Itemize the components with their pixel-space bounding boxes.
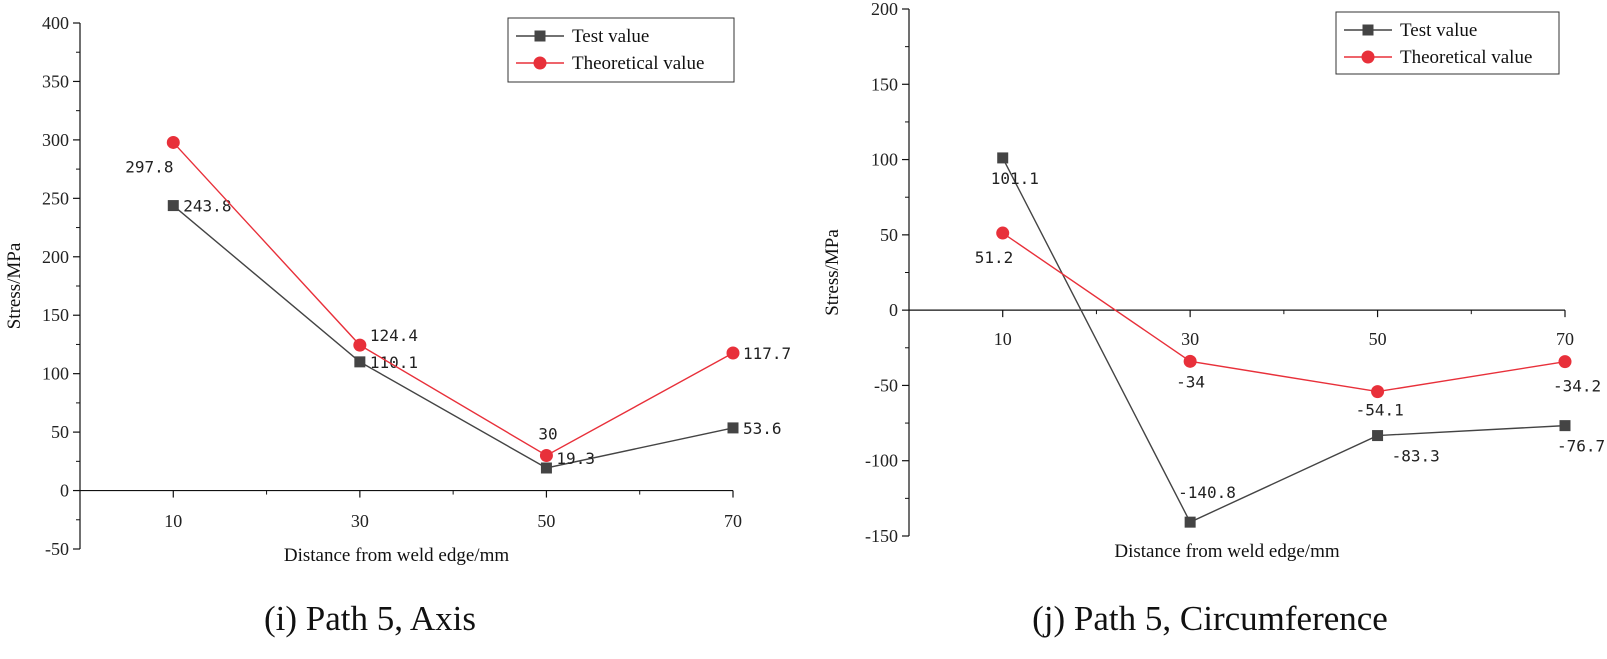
data-label: 53.6 [743, 419, 782, 438]
data-label: -54.1 [1356, 401, 1404, 420]
legend-entry: Theoretical value [1400, 47, 1532, 68]
y-tick-label: 150 [42, 305, 69, 325]
y-tick-label: 200 [871, 0, 898, 19]
data-point-circle [166, 135, 180, 149]
y-tick-label: -100 [865, 451, 898, 471]
data-label: 124.4 [370, 326, 418, 345]
y-tick-label: 0 [60, 481, 69, 501]
legend-entry: Theoretical value [572, 53, 704, 74]
data-label: 51.2 [975, 248, 1014, 267]
data-label: 101.1 [991, 169, 1039, 188]
series-theoretical-value: 297.8 124.4 30 117.7 [125, 135, 791, 462]
y-tick-label: 200 [42, 247, 69, 267]
series-line [1002, 157, 1566, 524]
y-tick-label: 150 [871, 74, 898, 94]
data-point-square [727, 422, 739, 434]
data-point-square [1184, 516, 1196, 528]
x-axis-title: Distance from weld edge/mm [284, 545, 510, 566]
series-line [172, 141, 734, 457]
x-tick-label: 10 [164, 511, 182, 531]
legend-box [1335, 11, 1560, 75]
x-tick-label: 30 [1181, 329, 1199, 349]
series-line [1002, 232, 1566, 393]
y-tick-label: -50 [45, 539, 69, 559]
panel-caption: (i) Path 5, Axis [264, 599, 476, 638]
legend: Test value Theoretical value [1335, 11, 1560, 75]
legend-box [507, 17, 735, 83]
data-label: -140.8 [1178, 483, 1236, 502]
legend-entry: Test value [1400, 20, 1477, 41]
legend-marker-circle [533, 56, 547, 70]
data-label: -34.2 [1553, 377, 1601, 396]
series-line [172, 205, 734, 469]
legend-entry: Test value [572, 26, 649, 47]
data-point-circle [996, 226, 1010, 240]
data-label: -83.3 [1392, 447, 1440, 466]
legend-marker-square [1362, 24, 1374, 36]
data-point-square [1559, 420, 1571, 432]
y-tick-label: 250 [42, 188, 69, 208]
y-tick-label: 300 [42, 130, 69, 150]
data-point-circle [353, 338, 367, 352]
y-axis-title: Stress/MPa [822, 229, 843, 316]
legend-marker-square [534, 30, 546, 42]
x-tick-label: 50 [1369, 329, 1387, 349]
y-tick-label: -150 [865, 526, 898, 546]
x-tick-label: 70 [1556, 329, 1574, 349]
data-point-circle [1371, 385, 1385, 399]
data-label: -34 [1176, 372, 1205, 391]
series-theoretical-value: 51.2 -34 -54.1 -34.2 [975, 226, 1601, 420]
y-tick-label: 350 [42, 71, 69, 91]
x-tick-label: 10 [994, 329, 1012, 349]
y-tick-label: 50 [880, 225, 898, 245]
data-label: 19.3 [556, 449, 595, 468]
data-label: 243.8 [183, 197, 231, 216]
data-point-square [167, 200, 179, 212]
y-tick-label: 100 [871, 150, 898, 170]
y-tick-label: -50 [874, 375, 898, 395]
data-label: 117.7 [743, 344, 791, 363]
x-tick-label: 50 [537, 511, 555, 531]
chart-panel-1: -50 0 50 100 150 200 250 300 350 400 10 30 50 70 Dista… [4, 13, 791, 638]
data-point-square [997, 152, 1009, 164]
data-label: 297.8 [125, 157, 173, 176]
y-tick-label: 50 [51, 422, 69, 442]
data-point-square [354, 356, 366, 368]
data-point-square [1372, 430, 1384, 442]
data-label: 30 [538, 424, 557, 443]
data-point-square [540, 462, 552, 474]
y-axis-title: Stress/MPa [4, 242, 25, 329]
chart-panel-2: -150 -100 -50 0 50 100 150 200 10 30 50 70 Distance … [822, 0, 1605, 638]
data-point-circle [726, 346, 740, 360]
data-point-circle [1183, 354, 1197, 368]
y-tick-label: 400 [42, 13, 69, 33]
y-tick-label: 0 [889, 300, 898, 320]
data-point-circle [1558, 355, 1572, 369]
series-test-value: 101.1 -140.8 -83.3 -76.7 [991, 152, 1605, 528]
data-label: -76.7 [1557, 437, 1605, 456]
x-tick-label: 30 [351, 511, 369, 531]
x-axis-title: Distance from weld edge/mm [1114, 541, 1340, 562]
panel-caption: (j) Path 5, Circumference [1032, 599, 1388, 638]
y-tick-label: 100 [42, 364, 69, 384]
legend: Test value Theoretical value [507, 17, 735, 83]
legend-marker-circle [1361, 50, 1375, 64]
x-tick-label: 70 [724, 511, 742, 531]
data-point-circle [539, 448, 553, 462]
